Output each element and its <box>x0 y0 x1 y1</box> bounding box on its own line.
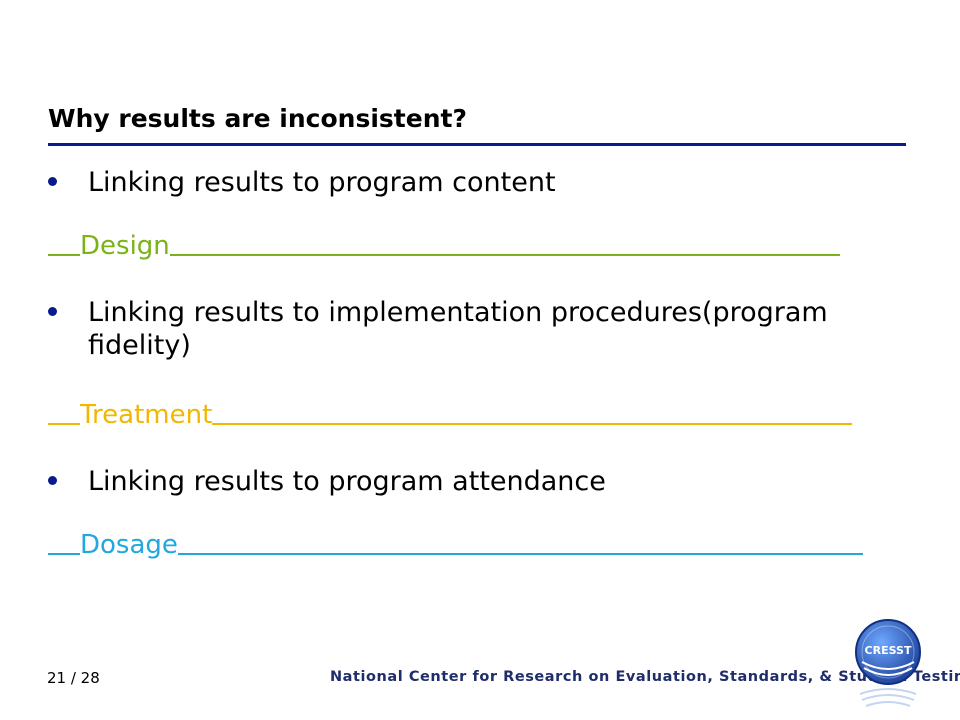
bullet-text: Linking results to program attendance <box>88 466 606 497</box>
answer-word: Design <box>80 231 170 261</box>
slide-title: Why results are inconsistent? <box>48 104 467 133</box>
blank-underline-lead <box>48 423 80 425</box>
title-underline <box>48 143 906 146</box>
logo-text: CRESST <box>865 644 912 657</box>
answer-word: Treatment <box>80 400 213 430</box>
blank-underline-trail <box>212 423 853 425</box>
footer-organization: National Center for Research on Evaluati… <box>330 669 960 685</box>
blank-underline-lead <box>48 553 80 555</box>
bullet-text: Linking results to implementation proced… <box>88 297 828 361</box>
blank-underline-trail <box>169 254 840 256</box>
answer-blank-design: Design <box>48 231 840 261</box>
answer-blank-dosage: Dosage <box>48 530 863 560</box>
blank-underline-trail <box>177 553 863 555</box>
blank-underline-lead <box>48 254 80 256</box>
cresst-logo-icon: CRESST <box>855 619 921 707</box>
bullet-dot-icon <box>48 307 57 316</box>
page-number: 21 / 28 <box>47 669 100 687</box>
answer-word: Dosage <box>80 530 178 560</box>
bullet-dot-icon <box>48 177 57 186</box>
bullet-dot-icon <box>48 476 57 485</box>
bullet-text: Linking results to program content <box>88 167 556 198</box>
answer-blank-treatment: Treatment <box>48 400 853 430</box>
